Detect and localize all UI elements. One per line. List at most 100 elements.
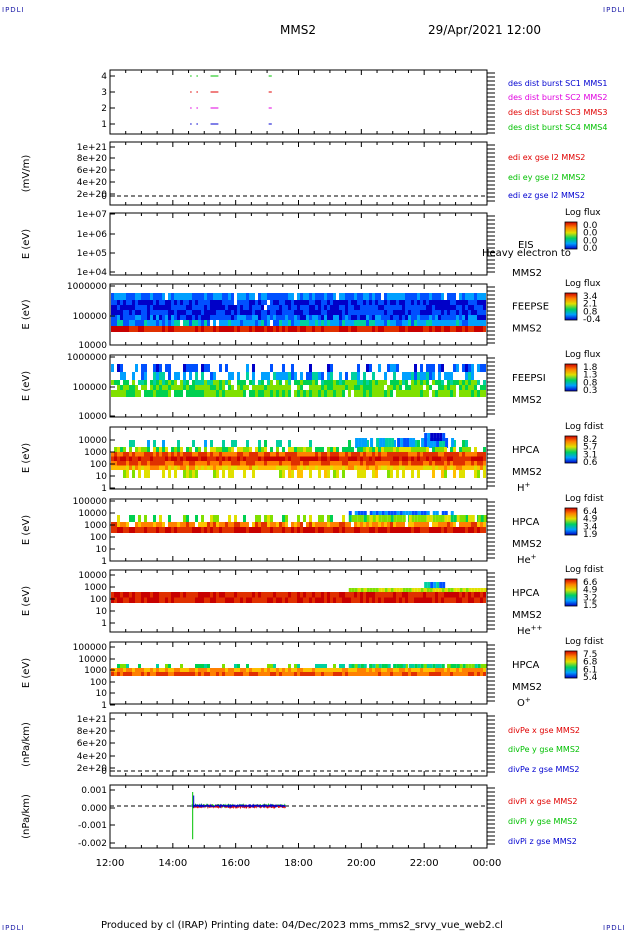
- spec-cell: [459, 305, 462, 310]
- spec-cell: [450, 320, 453, 326]
- spec-cell: [438, 668, 441, 672]
- spec-cell: [147, 305, 150, 310]
- spec-cell: [270, 447, 273, 452]
- spec-cell: [441, 664, 445, 668]
- spec-cell: [321, 597, 324, 603]
- spec-cell: [391, 438, 395, 448]
- spec-cell: [231, 315, 234, 320]
- spec-cell: [327, 315, 330, 320]
- spec-cell: [447, 465, 450, 470]
- spec-cell: [378, 326, 381, 332]
- spec-cell: [390, 672, 393, 676]
- spec-cell: [234, 597, 237, 603]
- spec-cell: [219, 305, 222, 310]
- spec-cell: [198, 597, 201, 603]
- spec-cell: [375, 588, 379, 592]
- spec-cell: [195, 315, 198, 320]
- legend-entry: edi ey gse l2 MMS2: [508, 173, 586, 182]
- spec-cell: [279, 597, 282, 603]
- spec-cell: [360, 380, 363, 385]
- spec-cell: [318, 668, 321, 672]
- spec-cell: [453, 326, 456, 332]
- spec-cell: [186, 456, 189, 461]
- spec-cell: [345, 315, 348, 320]
- spec-cell: [141, 385, 144, 390]
- spec-cell: [195, 372, 198, 380]
- spec-cell: [213, 310, 216, 315]
- spec-cell: [240, 293, 243, 300]
- spec-cell: [483, 320, 486, 326]
- spec-cell: [228, 447, 231, 452]
- spec-cell: [246, 465, 249, 470]
- spec-cell: [177, 372, 180, 380]
- spec-cell: [411, 588, 415, 592]
- spec-cell: [423, 511, 427, 515]
- spec-cell: [378, 664, 382, 668]
- spec-cell: [438, 380, 441, 385]
- spec-cell: [183, 465, 186, 470]
- spec-cell: [282, 597, 285, 603]
- spec-cell: [333, 385, 336, 390]
- spec-cell: [453, 315, 456, 320]
- spec-cell: [393, 672, 396, 676]
- spec-cell: [297, 452, 300, 457]
- spec-cell: [414, 668, 417, 672]
- spec-cell: [444, 456, 447, 461]
- spec-cell: [297, 461, 300, 466]
- spec-cell: [327, 452, 330, 457]
- spec-cell: [309, 305, 312, 310]
- spec-cell: [246, 592, 249, 598]
- spec-cell: [177, 592, 180, 598]
- spec-cell: [228, 326, 231, 332]
- spec-cell: [423, 461, 426, 466]
- spec-cell: [159, 672, 162, 676]
- spec-cell: [267, 372, 270, 380]
- spec-cell: [363, 470, 366, 478]
- spec-cell: [387, 522, 390, 527]
- spec-cell: [276, 380, 279, 385]
- spec-cell: [330, 320, 333, 326]
- spec-cell: [285, 310, 288, 315]
- spec-cell: [402, 326, 405, 332]
- spec-cell: [390, 522, 393, 527]
- spec-cell: [138, 390, 141, 397]
- colorbar-tick-label: 6.1: [583, 665, 597, 675]
- spec-cell: [474, 310, 477, 315]
- spec-cell: [213, 515, 216, 522]
- spec-cell: [291, 452, 294, 457]
- spec-cell: [162, 305, 165, 310]
- spec-cell: [330, 315, 333, 320]
- spec-cell: [408, 390, 411, 397]
- spec-cell: [432, 456, 435, 461]
- spec-cell: [138, 320, 141, 326]
- spec-cell: [237, 372, 240, 380]
- spec-cell: [207, 315, 210, 320]
- spec-cell: [339, 672, 342, 676]
- spec-cell: [168, 592, 171, 598]
- spec-cell: [384, 447, 387, 452]
- spec-cell: [318, 320, 321, 326]
- spec-cell: [456, 305, 459, 310]
- spec-cell: [264, 310, 267, 315]
- spec-cell: [156, 597, 159, 603]
- spec-cell: [411, 380, 414, 385]
- spec-cell: [372, 452, 375, 457]
- spec-cell: [159, 305, 162, 310]
- spec-cell: [183, 385, 186, 390]
- spec-cell: [453, 672, 456, 676]
- spec-cell: [252, 320, 255, 326]
- spec-cell: [162, 522, 165, 527]
- spec-cell: [141, 592, 144, 598]
- spec-cell: [243, 672, 246, 676]
- colorbar-tick-label: 0.8: [583, 378, 598, 388]
- spec-cell: [468, 672, 471, 676]
- spec-cell: [264, 522, 267, 527]
- spec-cell: [204, 440, 207, 447]
- spec-cell: [453, 461, 456, 466]
- spec-cell: [264, 447, 267, 452]
- spec-cell: [150, 293, 153, 300]
- spec-cell: [370, 438, 374, 448]
- spec-cell: [351, 456, 354, 461]
- spec-cell: [417, 597, 420, 603]
- spec-cell: [174, 456, 177, 461]
